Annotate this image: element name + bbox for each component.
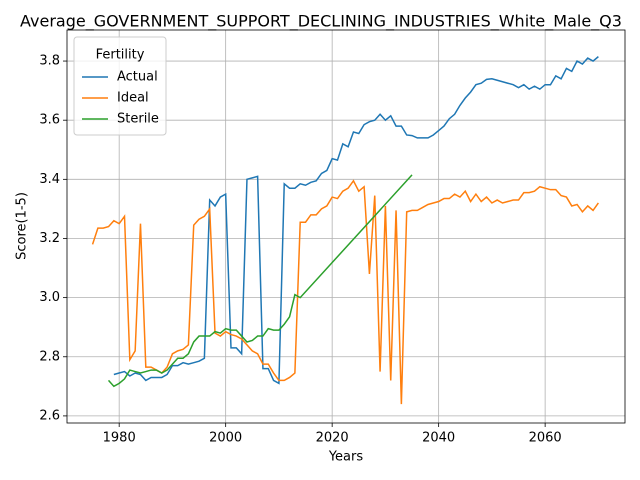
- x-tick-label: 2000: [209, 431, 242, 446]
- x-tick-label: 2040: [422, 431, 455, 446]
- y-tick-label: 3.0: [39, 290, 60, 305]
- legend-box: [73, 36, 167, 136]
- lines: [91, 56, 599, 405]
- chart-title: Average_GOVERNMENT_SUPPORT_DECLINING_IND…: [20, 12, 622, 32]
- series-line: [91, 179, 599, 405]
- x-tick-label: 1980: [103, 431, 136, 446]
- plot-frame: [66, 29, 626, 424]
- legend-label: Ideal: [117, 91, 149, 106]
- series-line: [113, 56, 599, 385]
- y-tick-label: 3.6: [39, 113, 60, 128]
- y-tick-label: 3.4: [39, 172, 60, 187]
- y-tick-label: 2.6: [39, 408, 60, 423]
- x-tick-label: 2060: [529, 431, 562, 446]
- legend-label: Actual: [117, 70, 158, 85]
- y-axis-label: Score(1-5): [15, 192, 30, 260]
- x-axis-label: Years: [328, 450, 364, 465]
- legend: Fertility Actual Ideal Sterile: [73, 36, 167, 136]
- y-tick-label: 2.8: [39, 349, 60, 364]
- x-tick-label: 2020: [316, 431, 349, 446]
- legend-title: Fertility: [96, 48, 145, 63]
- y-tick-label: 3.8: [39, 54, 60, 69]
- series-line: [107, 174, 413, 388]
- legend-label: Sterile: [117, 112, 159, 127]
- y-tick-label: 3.2: [39, 231, 60, 246]
